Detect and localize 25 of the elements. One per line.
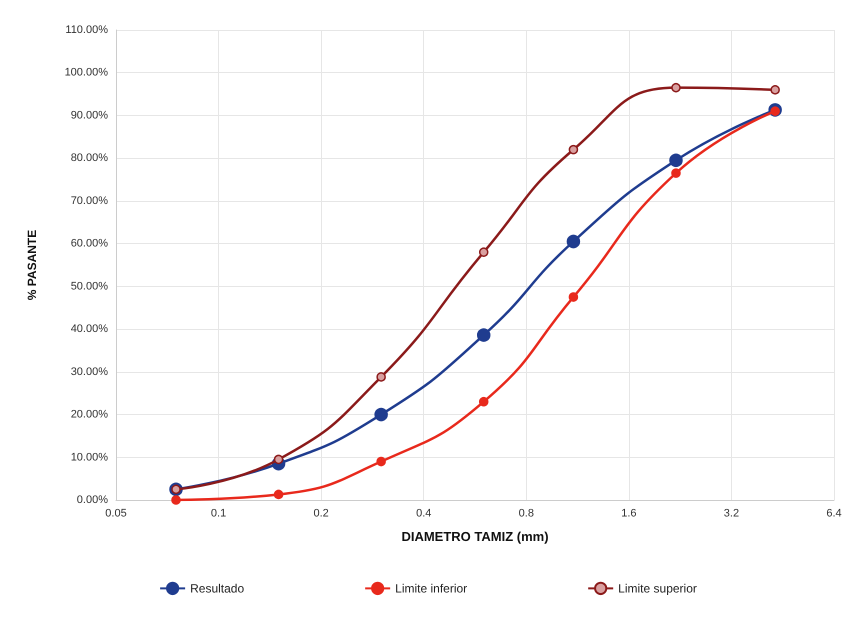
x-tick-label: 3.2: [724, 508, 740, 520]
y-tick-label: 70.00%: [70, 194, 108, 207]
y-tick-label: 20.00%: [70, 408, 108, 421]
x-tick-label: 1.6: [621, 508, 637, 520]
x-tick-label: 0.1: [210, 508, 226, 520]
x-tick-label: 0.4: [416, 508, 432, 520]
y-tick-label: 30.00%: [70, 366, 108, 378]
y-axis-title: % PASANTE: [25, 230, 39, 300]
legend-label: Limite superior: [618, 581, 697, 596]
legend-label: Resultado: [190, 581, 244, 596]
y-tick-label: 0.00%: [76, 494, 108, 506]
y-tick-label: 60.00%: [70, 238, 108, 250]
y-tick-label: 80.00%: [70, 152, 108, 164]
x-tick-label: 0.2: [313, 508, 329, 520]
x-tick-label: 0.8: [518, 508, 534, 520]
x-tick-label: 0.05: [105, 508, 127, 520]
y-tick-label: 100.00%: [64, 66, 108, 79]
y-tick-label: 110.00%: [65, 24, 108, 36]
y-tick-label: 90.00%: [70, 109, 108, 122]
y-tick-label: 10.00%: [70, 451, 108, 464]
legend-label: Limite inferior: [395, 581, 468, 596]
y-tick-label: 40.00%: [70, 323, 108, 336]
y-tick-label: 50.00%: [70, 280, 108, 292]
x-tick-label: 6.4: [826, 508, 842, 520]
x-axis-title: DIAMETRO TAMIZ (mm): [401, 529, 549, 544]
